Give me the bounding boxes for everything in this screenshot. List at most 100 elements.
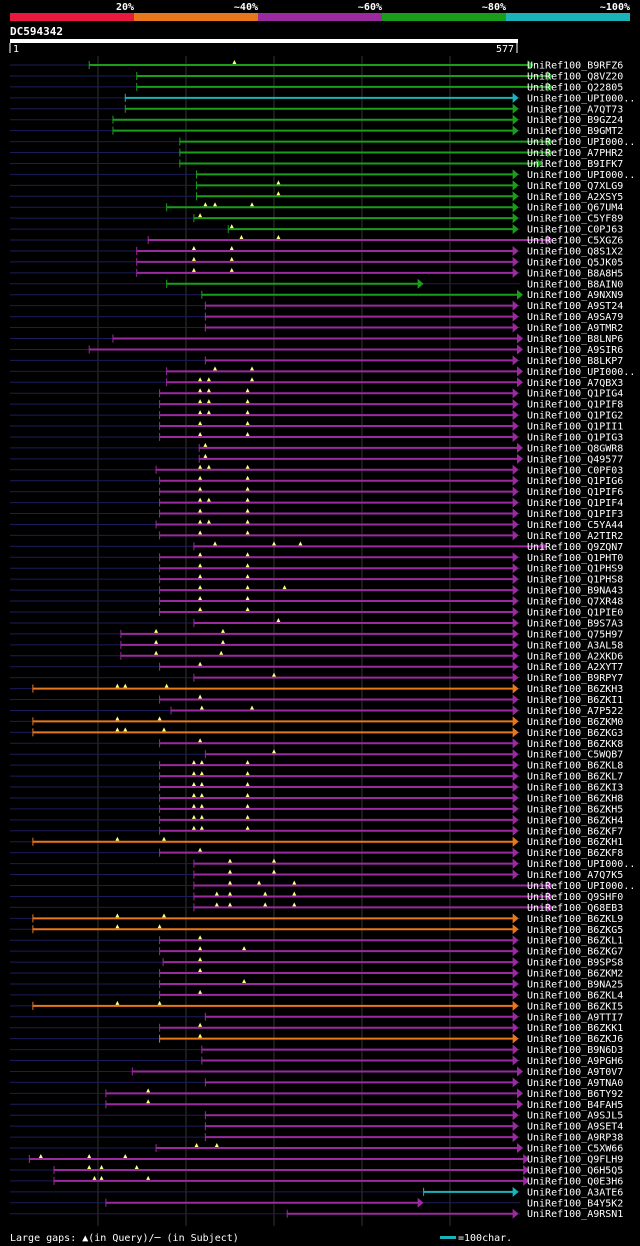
hit-label[interactable]: UniRef100_Q9FLH9 [527,1155,623,1166]
hit-label[interactable]: UniRef100_B6TY92 [527,1089,623,1100]
hit-label[interactable]: UniRef100_Q67UM4 [527,203,623,214]
hit-label[interactable]: UniRef100_A9SET4 [527,1122,623,1133]
hit-label[interactable]: UniRef100_B6ZKH4 [527,815,623,826]
hit-label[interactable]: UniRef100_A9RP38 [527,1133,623,1144]
hit-label[interactable]: UniRef100_B6ZKH3 [527,684,623,695]
hit-label[interactable]: UniRef100_A9RSN1 [527,1209,623,1220]
hit-label[interactable]: UniRef100_B6ZKL8 [527,761,623,772]
hit-label[interactable]: UniRef100_A2TIR2 [527,531,623,542]
hit-label[interactable]: UniRef100_B6ZKK8 [527,739,623,750]
hit-label[interactable]: UniRef100_B4Y5K2 [527,1198,623,1209]
hit-label[interactable]: UniRef100_B6ZKI5 [527,1001,623,1012]
hit-label[interactable]: UniRef100_Q1PHS9 [527,564,623,575]
hit-label[interactable]: UniRef100_B6ZKH5 [527,804,623,815]
hit-label[interactable]: UniRef100_B6ZKL7 [527,772,623,783]
hit-label[interactable]: UniRef100_B6ZKL9 [527,914,623,925]
hit-label[interactable]: UniRef100_C0PJ63 [527,225,623,236]
hit-label[interactable]: UniRef100_B9NA43 [527,586,623,597]
hit-label[interactable]: UniRef100_Q1PHS8 [527,575,623,586]
hit-label[interactable]: UniRef100_A7P522 [527,706,623,717]
hit-label[interactable]: UniRef100_Q8VZ20 [527,71,623,82]
hit-label[interactable]: UniRef100_B9GZ24 [527,115,623,126]
hit-label[interactable]: UniRef100_UPI000.. [527,137,635,148]
hit-label[interactable]: UniRef100_B8A8H5 [527,268,623,279]
hit-label[interactable]: UniRef100_B6ZKG5 [527,925,623,936]
hit-label[interactable]: UniRef100_C0PF03 [527,465,623,476]
hit-label[interactable]: UniRef100_C5YF89 [527,214,623,225]
hit-label[interactable]: UniRef100_Q1PIG2 [527,411,623,422]
hit-label[interactable]: UniRef100_B8LKP7 [527,356,623,367]
hit-label[interactable]: UniRef100_B6ZKK1 [527,1023,623,1034]
hit-label[interactable]: UniRef100_A9SIR6 [527,345,623,356]
hit-label[interactable]: UniRef100_B6ZKH1 [527,837,623,848]
hit-label[interactable]: UniRef100_Q8GWR8 [527,443,623,454]
hit-label[interactable]: UniRef100_UPI000.. [527,170,635,181]
hit-label[interactable]: UniRef100_Q8S1X2 [527,246,623,257]
hit-label[interactable]: UniRef100_A9T0V7 [527,1067,623,1078]
hit-label[interactable]: UniRef100_B6ZKL1 [527,936,623,947]
hit-label[interactable]: UniRef100_A9TMR2 [527,323,623,334]
hit-label[interactable]: UniRef100_B4FAH5 [527,1100,623,1111]
hit-label[interactable]: UniRef100_Q68EB3 [527,903,623,914]
hit-label[interactable]: UniRef100_B9N6D3 [527,1045,623,1056]
hit-label[interactable]: UniRef100_Q1PIF4 [527,498,623,509]
hit-label[interactable]: UniRef100_B6ZKJ6 [527,1034,623,1045]
hit-label[interactable]: UniRef100_B8LNP6 [527,334,623,345]
hit-label[interactable]: UniRef100_B6ZKG3 [527,728,623,739]
hit-label[interactable]: UniRef100_A9PGH6 [527,1056,623,1067]
hit-label[interactable]: UniRef100_Q6H5Q5 [527,1165,623,1176]
hit-label[interactable]: UniRef100_A7QT73 [527,104,623,115]
hit-label[interactable]: UniRef100_C5XW66 [527,1144,623,1155]
hit-label[interactable]: UniRef100_A2XKD6 [527,651,623,662]
hit-label[interactable]: UniRef100_Q22805 [527,82,623,93]
hit-label[interactable]: UniRef100_A9SA79 [527,312,623,323]
hit-label[interactable]: UniRef100_B6ZKM0 [527,717,623,728]
hit-label[interactable]: UniRef100_Q1PIF6 [527,487,623,498]
hit-label[interactable]: UniRef100_UPI000.. [527,93,635,104]
hit-label[interactable]: UniRef100_A7Q7K5 [527,870,623,881]
hit-label[interactable]: UniRef100_B6ZKM2 [527,969,623,980]
hit-label[interactable]: UniRef100_A3ATE6 [527,1187,623,1198]
hit-label[interactable]: UniRef100_B9S7A3 [527,618,623,629]
hit-label[interactable]: UniRef100_B9RFZ6 [527,61,623,72]
hit-label[interactable]: UniRef100_C5YA44 [527,520,623,531]
hit-label[interactable]: UniRef100_B6ZKI3 [527,783,623,794]
hit-label[interactable]: UniRef100_C5WQB7 [527,750,623,761]
hit-label[interactable]: UniRef100_B9RPY7 [527,673,623,684]
hit-label[interactable]: UniRef100_C5XGZ6 [527,236,623,247]
hit-label[interactable]: UniRef100_A9TTI7 [527,1012,623,1023]
hit-label[interactable]: UniRef100_Q75H97 [527,629,623,640]
hit-label[interactable]: UniRef100_Q1PIG3 [527,432,623,443]
hit-label[interactable]: UniRef100_Q1PHT0 [527,553,623,564]
hit-label[interactable]: UniRef100_A9NXN9 [527,290,623,301]
hit-label[interactable]: UniRef100_Q7XLG9 [527,181,623,192]
hit-label[interactable]: UniRef100_UPI000.. [527,859,635,870]
hit-label[interactable]: UniRef100_B9IFK7 [527,159,623,170]
hit-label[interactable]: UniRef100_Q1PIG6 [527,476,623,487]
hit-label[interactable]: UniRef100_A9SJL5 [527,1111,623,1122]
hit-label[interactable]: UniRef100_Q9SHF0 [527,892,623,903]
hit-label[interactable]: UniRef100_Q49577 [527,454,623,465]
hit-label[interactable]: UniRef100_B8AIN0 [527,279,623,290]
hit-label[interactable]: UniRef100_B9SPS8 [527,958,623,969]
hit-label[interactable]: UniRef100_B6ZKH8 [527,793,623,804]
hit-label[interactable]: UniRef100_Q1PIE0 [527,608,623,619]
hit-label[interactable]: UniRef100_B9NA25 [527,979,623,990]
hit-label[interactable]: UniRef100_A7QBX3 [527,378,623,389]
hit-label[interactable]: UniRef100_B6ZKI1 [527,695,623,706]
hit-label[interactable]: UniRef100_Q1PIF3 [527,509,623,520]
hit-label[interactable]: UniRef100_Q0E3H6 [527,1176,623,1187]
hit-label[interactable]: UniRef100_Q1PII1 [527,422,623,433]
hit-label[interactable]: UniRef100_B6ZKF7 [527,826,623,837]
hit-label[interactable]: UniRef100_Q1PIG4 [527,389,623,400]
hit-label[interactable]: UniRef100_A9TNA0 [527,1078,623,1089]
hit-label[interactable]: UniRef100_UPI000.. [527,367,635,378]
hit-label[interactable]: UniRef100_Q5JK05 [527,257,623,268]
hit-label[interactable]: UniRef100_A2XSY5 [527,192,623,203]
hit-label[interactable]: UniRef100_Q7XR48 [527,597,623,608]
hit-label[interactable]: UniRef100_B9GMT2 [527,126,623,137]
hit-label[interactable]: UniRef100_A9ST24 [527,301,623,312]
hit-label[interactable]: UniRef100_Q9ZQN7 [527,542,623,553]
hit-label[interactable]: UniRef100_A3AL58 [527,640,623,651]
hit-label[interactable]: UniRef100_B6ZKG7 [527,947,623,958]
